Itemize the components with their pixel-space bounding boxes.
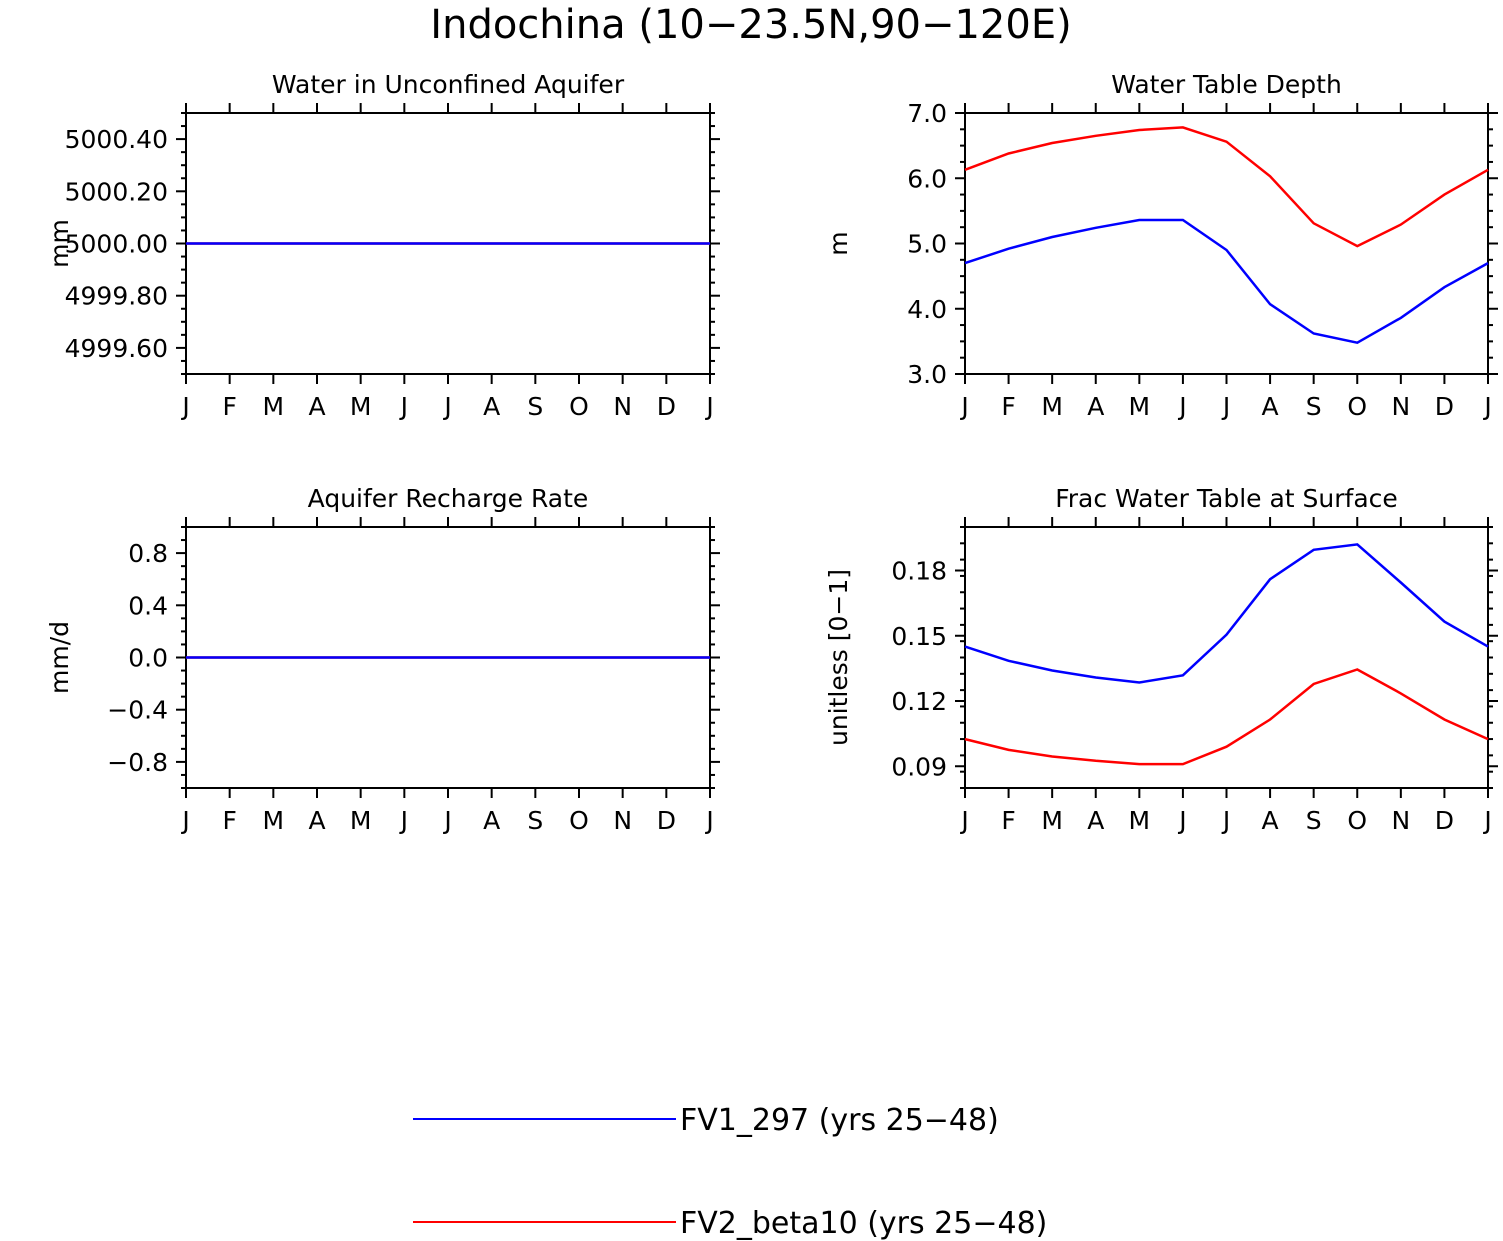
legend-label-series-2: FV2_beta10 (yrs 25−48) bbox=[680, 1206, 1047, 1241]
x-tick-label: S bbox=[527, 392, 543, 421]
x-tick-label: M bbox=[1041, 806, 1063, 835]
y-tick-label: 5000.00 bbox=[65, 230, 168, 259]
x-tick-label: F bbox=[222, 392, 236, 421]
x-tick-label: M bbox=[1129, 392, 1151, 421]
y-axis-label: m bbox=[824, 231, 853, 255]
x-tick-label: J bbox=[180, 392, 189, 421]
x-tick-label: A bbox=[308, 392, 325, 421]
x-tick-label: N bbox=[1391, 806, 1410, 835]
y-axis-label: unitless [0−1] bbox=[824, 569, 853, 746]
legend: FV1_297 (yrs 25−48) FV2_beta10 (yrs 25−4… bbox=[413, 1103, 1047, 1241]
y-axis-label: mm bbox=[45, 219, 74, 268]
x-tick-label: D bbox=[657, 806, 676, 835]
x-tick-label: M bbox=[350, 806, 372, 835]
y-tick-label: 7.0 bbox=[907, 99, 947, 128]
y-tick-label: 4999.80 bbox=[65, 282, 168, 311]
x-tick-label: N bbox=[1391, 392, 1410, 421]
x-tick-label: M bbox=[1041, 392, 1063, 421]
x-tick-label: O bbox=[1347, 806, 1367, 835]
x-tick-label: J bbox=[1482, 806, 1491, 835]
x-tick-label: S bbox=[1306, 392, 1322, 421]
y-tick-label: 3.0 bbox=[907, 360, 947, 389]
panel-title: Aquifer Recharge Rate bbox=[308, 484, 589, 513]
x-tick-label: J bbox=[442, 806, 451, 835]
y-tick-label: 0.15 bbox=[891, 622, 947, 651]
x-tick-label: J bbox=[704, 392, 713, 421]
panel-title: Water Table Depth bbox=[1111, 70, 1342, 99]
x-tick-label: M bbox=[1129, 806, 1151, 835]
x-tick-label: D bbox=[1435, 392, 1454, 421]
x-tick-label: A bbox=[308, 806, 325, 835]
x-tick-label: A bbox=[1262, 392, 1279, 421]
y-tick-label: 6.0 bbox=[907, 164, 947, 193]
series-line-2 bbox=[964, 668, 1489, 766]
y-axis-label: mm/d bbox=[45, 621, 74, 694]
x-tick-label: N bbox=[613, 392, 632, 421]
panel-title: Water in Unconfined Aquifer bbox=[272, 70, 625, 99]
y-tick-label: −0.4 bbox=[107, 696, 168, 725]
y-tick-label: 5000.40 bbox=[65, 125, 168, 154]
x-tick-label: S bbox=[1306, 806, 1322, 835]
y-tick-label: 5.0 bbox=[907, 230, 947, 259]
y-tick-label: 0.4 bbox=[128, 591, 168, 620]
y-tick-label: 0.18 bbox=[891, 557, 947, 586]
x-tick-label: F bbox=[1001, 806, 1015, 835]
x-tick-label: A bbox=[483, 806, 500, 835]
x-tick-label: S bbox=[527, 806, 543, 835]
y-tick-label: 0.09 bbox=[891, 752, 947, 781]
y-tick-label: −0.8 bbox=[107, 748, 168, 777]
x-tick-label: J bbox=[959, 392, 968, 421]
y-tick-label: 0.0 bbox=[128, 644, 168, 673]
x-tick-label: J bbox=[1221, 392, 1230, 421]
x-tick-label: A bbox=[1087, 392, 1104, 421]
x-tick-label: J bbox=[1177, 392, 1186, 421]
x-tick-label: A bbox=[483, 392, 500, 421]
y-tick-label: 0.12 bbox=[891, 687, 947, 716]
x-tick-label: N bbox=[613, 806, 632, 835]
x-tick-label: J bbox=[399, 806, 408, 835]
x-tick-label: M bbox=[263, 806, 285, 835]
panel-title: Frac Water Table at Surface bbox=[1055, 484, 1398, 513]
x-tick-label: F bbox=[1001, 392, 1015, 421]
x-tick-label: A bbox=[1262, 806, 1279, 835]
figure-title: Indochina (10−23.5N,90−120E) bbox=[430, 2, 1071, 48]
x-tick-label: O bbox=[569, 392, 589, 421]
legend-label-series-1: FV1_297 (yrs 25−48) bbox=[680, 1103, 999, 1138]
x-tick-label: O bbox=[1347, 392, 1367, 421]
x-tick-label: O bbox=[569, 806, 589, 835]
x-tick-label: F bbox=[222, 806, 236, 835]
x-tick-label: A bbox=[1087, 806, 1104, 835]
x-tick-label: D bbox=[657, 392, 676, 421]
plot-frame bbox=[964, 526, 1489, 789]
x-tick-label: J bbox=[1221, 806, 1230, 835]
x-tick-label: J bbox=[442, 392, 451, 421]
y-tick-label: 0.8 bbox=[128, 539, 168, 568]
series-line-2 bbox=[964, 126, 1489, 248]
x-tick-label: J bbox=[704, 806, 713, 835]
x-tick-label: J bbox=[399, 392, 408, 421]
x-tick-label: M bbox=[350, 392, 372, 421]
x-tick-label: J bbox=[1482, 392, 1491, 421]
series-line-1 bbox=[964, 218, 1489, 345]
x-tick-label: J bbox=[959, 806, 968, 835]
x-tick-label: J bbox=[180, 806, 189, 835]
y-tick-label: 4999.60 bbox=[65, 334, 168, 363]
x-tick-label: D bbox=[1435, 806, 1454, 835]
x-tick-label: J bbox=[1177, 806, 1186, 835]
plot-frame bbox=[964, 112, 1489, 375]
series-line-1 bbox=[964, 543, 1489, 684]
x-tick-label: M bbox=[263, 392, 285, 421]
y-tick-label: 5000.20 bbox=[65, 177, 168, 206]
y-tick-label: 4.0 bbox=[907, 295, 947, 324]
